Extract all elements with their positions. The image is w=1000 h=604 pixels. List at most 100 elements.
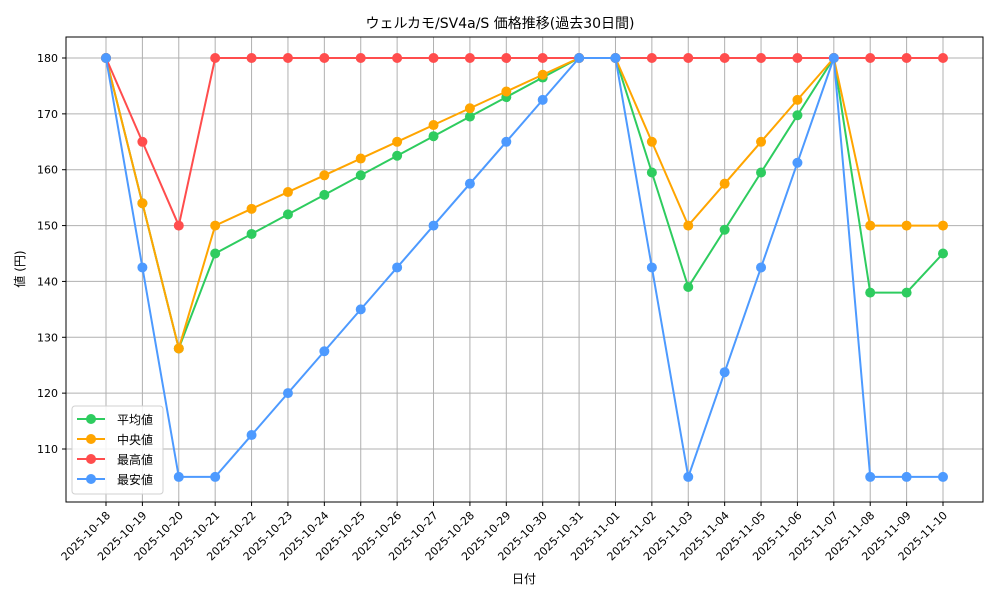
chart-title: ウェルカモ/SV4a/S 価格推移(過去30日間) xyxy=(365,16,634,32)
y-tick-label: 120 xyxy=(37,387,58,400)
data-point xyxy=(938,53,948,63)
data-point xyxy=(537,94,548,105)
legend-label: 最高値 xyxy=(117,452,153,467)
data-point xyxy=(464,103,475,114)
data-point xyxy=(137,136,148,147)
data-point xyxy=(901,220,912,231)
legend-box xyxy=(71,405,164,495)
data-point xyxy=(938,220,948,231)
legend-label: 平均値 xyxy=(117,412,153,427)
data-point xyxy=(537,53,548,63)
data-point xyxy=(646,136,657,147)
data-point xyxy=(901,287,912,298)
data-point xyxy=(428,120,439,131)
data-point xyxy=(646,53,657,63)
y-tick-label: 130 xyxy=(37,331,58,344)
data-point xyxy=(646,262,657,273)
data-point xyxy=(282,187,293,198)
y-tick-label: 180 xyxy=(37,52,58,65)
data-point xyxy=(428,53,439,63)
data-point xyxy=(938,471,948,482)
data-point xyxy=(173,220,184,231)
data-point xyxy=(210,248,221,259)
data-point xyxy=(792,110,803,121)
y-tick-label: 160 xyxy=(37,164,58,177)
x-axis-ticks: 2025-10-182025-10-192025-10-202025-10-21… xyxy=(59,502,950,563)
data-point xyxy=(246,53,257,63)
data-point xyxy=(319,53,330,63)
data-point xyxy=(719,367,730,378)
y-tick-label: 140 xyxy=(37,275,58,288)
data-point xyxy=(428,220,439,231)
data-point xyxy=(173,343,184,354)
data-point xyxy=(392,150,403,161)
plot-frame xyxy=(65,36,984,503)
data-point xyxy=(355,53,366,63)
legend-item: 中央値 xyxy=(77,432,153,447)
data-point xyxy=(683,220,694,231)
data-point xyxy=(756,136,767,147)
data-point xyxy=(574,53,585,63)
data-point xyxy=(901,53,912,63)
y-tick-label: 150 xyxy=(37,220,58,233)
data-point xyxy=(210,53,221,63)
data-point xyxy=(865,53,876,63)
data-point xyxy=(719,178,730,189)
data-point xyxy=(392,53,403,63)
legend-item: 最安値 xyxy=(77,472,153,487)
data-point xyxy=(792,94,803,105)
data-point xyxy=(501,53,512,63)
data-point xyxy=(246,203,257,214)
data-point xyxy=(792,53,803,63)
y-axis-ticks: 110 120 130 140 150 160 170 180 xyxy=(37,52,66,456)
data-point xyxy=(282,53,293,63)
data-point xyxy=(319,346,330,357)
series-layer xyxy=(101,53,948,482)
data-point xyxy=(210,471,221,482)
data-point xyxy=(464,178,475,189)
data-point xyxy=(392,136,403,147)
legend-item: 平均値 xyxy=(77,412,153,427)
data-point xyxy=(938,248,948,259)
data-point xyxy=(901,471,912,482)
data-point xyxy=(756,53,767,63)
data-point xyxy=(355,170,366,181)
data-point xyxy=(719,53,730,63)
y-tick-label: 170 xyxy=(37,108,58,121)
data-point xyxy=(865,471,876,482)
y-tick-label: 110 xyxy=(37,443,58,456)
data-point xyxy=(756,167,767,178)
data-point xyxy=(210,220,221,231)
data-point xyxy=(392,262,403,273)
data-point xyxy=(719,224,730,235)
data-point xyxy=(756,262,767,273)
series-line xyxy=(101,53,948,482)
data-point xyxy=(464,53,475,63)
data-point xyxy=(282,209,293,220)
data-point xyxy=(282,388,293,399)
data-point xyxy=(792,157,803,168)
grid-lines xyxy=(66,37,983,502)
data-point xyxy=(683,53,694,63)
data-point xyxy=(319,170,330,181)
data-point xyxy=(355,304,366,315)
data-point xyxy=(464,111,475,122)
data-point xyxy=(683,471,694,482)
x-axis-label: 日付 xyxy=(512,572,536,586)
data-point xyxy=(246,430,257,441)
data-point xyxy=(865,220,876,231)
legend-label: 中央値 xyxy=(117,432,153,447)
data-point xyxy=(865,287,876,298)
data-point xyxy=(137,262,148,273)
data-point xyxy=(173,471,184,482)
data-point xyxy=(683,282,694,293)
legend-item: 最高値 xyxy=(77,452,153,467)
data-point xyxy=(537,69,548,80)
data-point xyxy=(501,136,512,147)
data-point xyxy=(319,189,330,200)
data-point xyxy=(501,86,512,97)
data-point xyxy=(246,228,257,239)
